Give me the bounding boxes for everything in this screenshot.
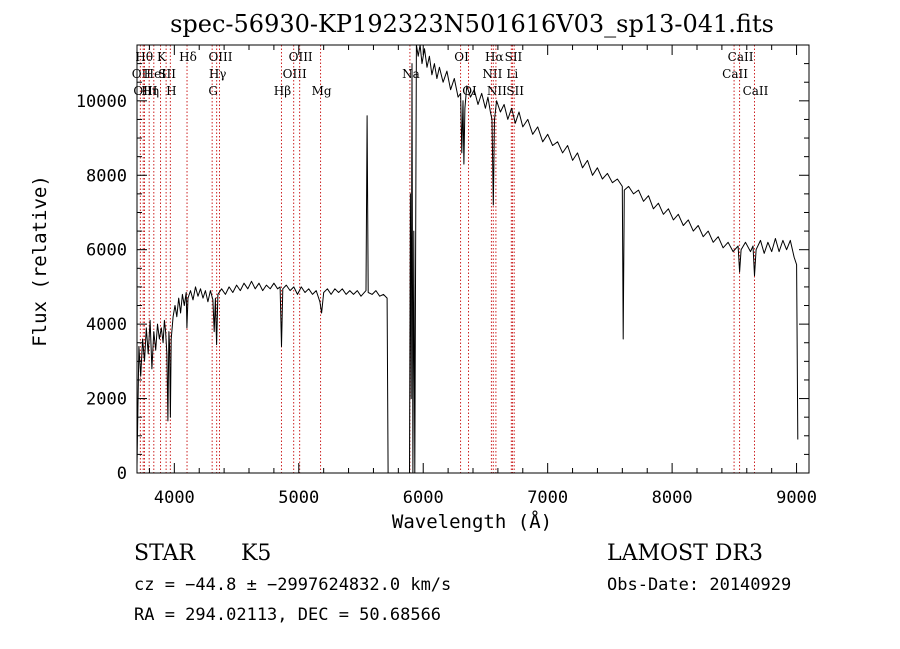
star-class: STAR: [134, 541, 196, 566]
redshift-text: cz = −44.8 ± −2997624832.0 km/s: [134, 575, 451, 595]
y-axis: 0 2000 4000 6000 8000 10000: [76, 63, 809, 484]
y-tick-label-4: 8000: [86, 166, 127, 186]
line-marker-label-20: Hα: [485, 50, 504, 64]
spectral-line-markers: OIIHθOIIIHηHeIKSIIHHδGHγOIIIHβOIIIOIIIMg…: [132, 45, 769, 473]
y-axis-label: Flux (relative): [29, 175, 51, 347]
x-tick-label-1: 5000: [278, 488, 319, 508]
line-marker-label-7: H: [166, 84, 176, 98]
line-marker-label-14: OIII: [289, 50, 313, 64]
line-marker-label-27: CaII: [743, 84, 769, 98]
x-axis-label: Wavelength (Å): [392, 510, 552, 533]
line-marker-label-12: Hβ: [274, 84, 291, 98]
plot-area: [136, 44, 799, 474]
line-marker-label-23: SII: [505, 50, 523, 64]
line-marker-label-17: OI: [454, 50, 469, 64]
x-tick-label-3: 7000: [527, 488, 568, 508]
line-marker-label-26: CaII: [728, 50, 754, 64]
line-marker-label-5: K: [157, 50, 167, 64]
x-tick-label-2: 6000: [403, 488, 444, 508]
line-marker-label-19: NII: [482, 67, 502, 81]
star-subclass: K5: [241, 541, 271, 566]
spectrum-line-0: [136, 44, 799, 474]
info-block: STAR K5 LAMOST DR3 cz = −44.8 ± −2997624…: [134, 541, 791, 625]
y-tick-label-2: 4000: [86, 315, 127, 335]
line-marker-label-24: SII: [506, 84, 524, 98]
line-marker-label-2: OIII: [133, 84, 157, 98]
chart-title: spec-56930-KP192323N501616V03_sp13-041.f…: [170, 10, 774, 38]
survey-name: LAMOST DR3: [607, 541, 763, 566]
x-tick-label-0: 4000: [154, 488, 195, 508]
line-marker-label-21: NII: [487, 84, 507, 98]
x-axis: 4000 5000 6000 7000 8000 9000: [148, 45, 817, 508]
line-marker-label-6: SII: [158, 67, 176, 81]
y-tick-label-0: 0: [117, 464, 127, 484]
line-marker-label-13: OIII: [283, 67, 307, 81]
line-marker-label-16: Na: [402, 67, 420, 81]
y-tick-label-5: 10000: [76, 92, 127, 112]
line-marker-label-3: Hη: [141, 84, 159, 98]
y-tick-label-3: 6000: [86, 241, 127, 261]
ra-dec: RA = 294.02113, DEC = 50.68566: [134, 605, 441, 625]
obs-date: Obs-Date: 20140929: [607, 575, 791, 595]
y-tick-label-1: 2000: [86, 390, 127, 410]
plot-frame: [136, 44, 810, 474]
line-marker-label-9: G: [208, 84, 218, 98]
line-marker-label-8: Hδ: [179, 50, 197, 64]
line-marker-label-15: Mg: [312, 84, 332, 98]
x-tick-label-4: 8000: [652, 488, 693, 508]
line-marker-label-25: CaII: [722, 67, 748, 81]
line-marker-label-10: Hγ: [209, 67, 227, 81]
line-marker-label-11: OIII: [208, 50, 232, 64]
x-tick-label-5: 9000: [776, 488, 817, 508]
